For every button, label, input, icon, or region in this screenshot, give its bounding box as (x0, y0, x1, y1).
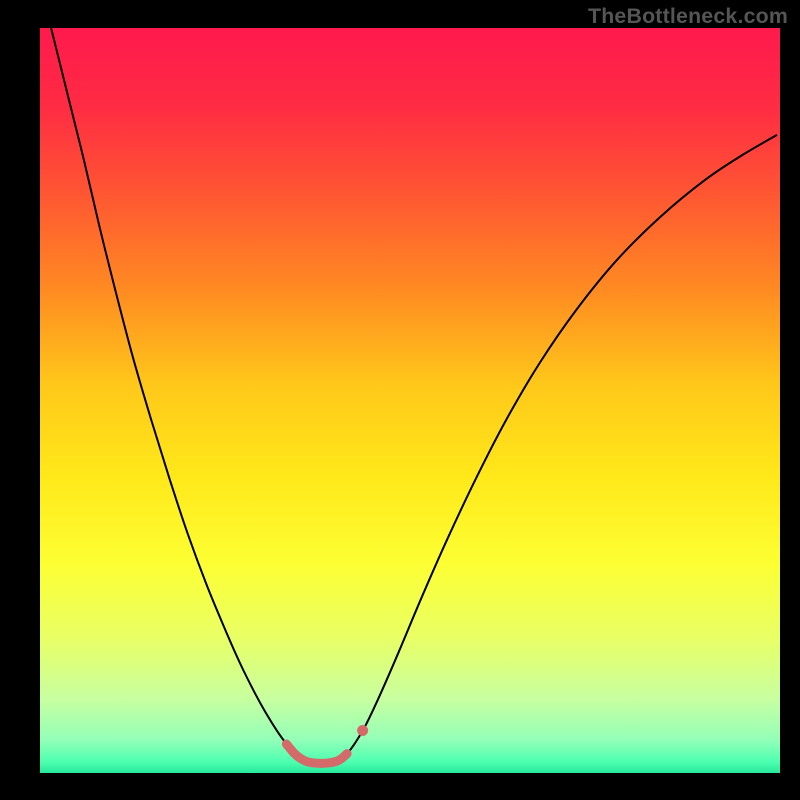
gradient-background (40, 28, 780, 773)
chart-stage: TheBottleneck.com (0, 0, 800, 800)
watermark-text: TheBottleneck.com (588, 4, 788, 29)
highlight-end-dot (357, 725, 368, 736)
bottleneck-chart (40, 28, 780, 773)
